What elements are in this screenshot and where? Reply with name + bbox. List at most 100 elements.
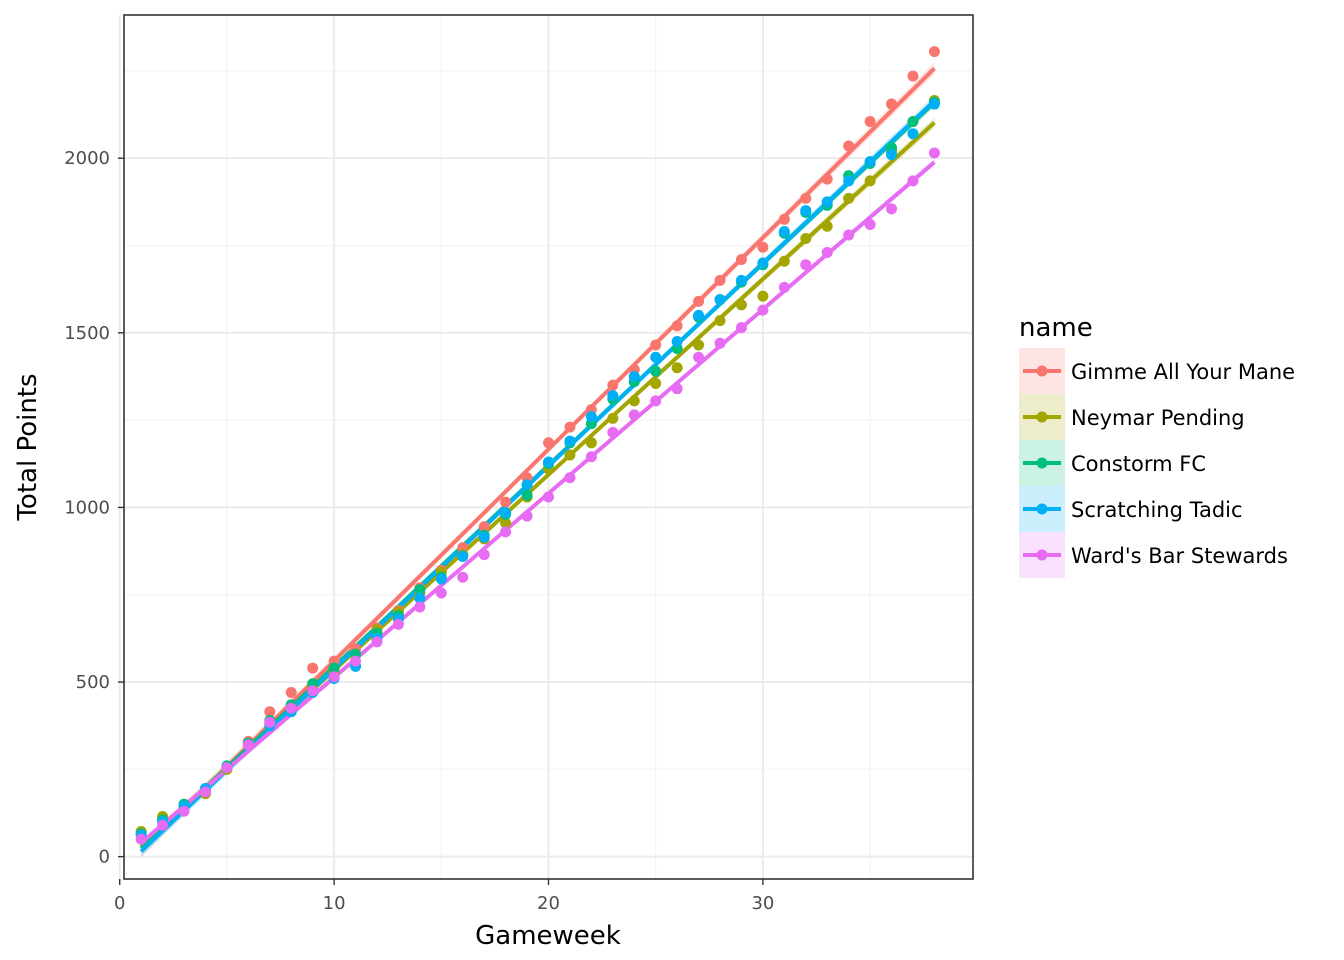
data-point: [564, 449, 576, 461]
data-point: [500, 507, 512, 519]
data-point: [757, 304, 769, 316]
data-point: [607, 379, 619, 391]
legend-key-point: [1036, 503, 1048, 515]
y-tick-label: 1000: [64, 497, 110, 518]
legend-key-point: [1036, 549, 1048, 561]
data-point: [521, 510, 533, 522]
data-point: [350, 655, 362, 667]
data-point: [157, 819, 169, 831]
legend-label: Ward's Bar Stewards: [1071, 544, 1288, 568]
data-point: [500, 496, 512, 508]
data-point: [693, 309, 705, 321]
data-point: [886, 98, 898, 110]
data-point: [307, 685, 319, 697]
data-point: [907, 116, 919, 128]
data-point: [199, 786, 211, 798]
data-point: [585, 437, 597, 449]
y-tick-label: 0: [99, 847, 110, 868]
data-point: [671, 362, 683, 374]
data-point: [735, 299, 747, 311]
data-point: [178, 805, 190, 817]
x-axis-title: Gameweek: [475, 921, 621, 951]
data-point: [778, 226, 790, 238]
y-axis-title: Total Points: [13, 373, 43, 521]
data-point: [671, 320, 683, 332]
data-point: [285, 687, 297, 699]
data-point: [800, 192, 812, 204]
data-point: [714, 274, 726, 286]
data-point: [414, 583, 426, 595]
data-point: [714, 315, 726, 327]
data-point: [735, 253, 747, 265]
x-tick-label: 30: [751, 893, 774, 914]
data-point: [800, 205, 812, 217]
data-point: [735, 322, 747, 334]
x-axis: 0 10 20 30: [114, 879, 774, 914]
data-point: [307, 662, 319, 674]
data-point: [543, 437, 554, 449]
data-point: [414, 601, 426, 613]
legend-label: Scratching Tadic: [1071, 498, 1243, 522]
data-point: [886, 149, 898, 161]
data-points: [135, 46, 940, 845]
data-point: [264, 706, 276, 718]
data-point: [821, 173, 833, 185]
data-point: [650, 365, 662, 377]
legend-key-point: [1036, 365, 1048, 377]
y-axis: 0 500 1000 1500 2000: [64, 148, 124, 868]
data-point: [714, 337, 726, 349]
y-tick-label: 2000: [64, 148, 110, 169]
data-point: [478, 549, 490, 561]
data-point: [500, 526, 512, 538]
data-point: [907, 70, 919, 82]
data-point: [371, 636, 383, 648]
data-point: [671, 383, 683, 395]
legend-label: Constorm FC: [1071, 452, 1206, 476]
data-point: [821, 246, 833, 258]
data-point: [671, 336, 683, 348]
legend-key-point: [1036, 457, 1048, 469]
x-tick-label: 0: [114, 893, 125, 914]
x-tick-label: 10: [323, 893, 346, 914]
data-point: [821, 196, 833, 208]
data-point: [843, 229, 855, 241]
data-point: [628, 395, 640, 407]
data-point: [650, 395, 662, 407]
data-point: [585, 451, 597, 463]
major-gridlines: [118, 15, 973, 879]
data-point: [864, 116, 876, 128]
legend-key-point: [1036, 411, 1048, 423]
data-point: [628, 370, 640, 382]
data-point: [778, 213, 790, 225]
y-tick-label: 500: [76, 672, 110, 693]
data-point: [821, 220, 833, 232]
data-point: [735, 274, 747, 286]
data-point: [521, 479, 533, 491]
data-point: [650, 377, 662, 389]
data-point: [328, 671, 340, 683]
data-point: [928, 98, 940, 110]
legend: name Gimme All Your Mane Neymar Pending Co…: [1019, 313, 1295, 578]
data-point: [650, 351, 662, 363]
data-point: [457, 550, 469, 562]
data-point: [392, 618, 404, 630]
data-point: [693, 351, 705, 363]
data-point: [414, 592, 426, 604]
data-point: [778, 255, 790, 267]
data-point: [928, 147, 940, 159]
data-point: [907, 175, 919, 187]
data-point: [757, 241, 769, 253]
data-point: [843, 192, 855, 204]
data-point: [607, 412, 619, 424]
legend-label: Neymar Pending: [1071, 406, 1245, 430]
data-point: [457, 571, 469, 583]
data-point: [650, 339, 662, 351]
data-point: [607, 426, 619, 438]
data-point: [521, 489, 533, 501]
data-point: [757, 257, 769, 269]
data-point: [264, 716, 276, 728]
data-point: [478, 531, 490, 543]
data-point: [693, 295, 705, 307]
legend-label: Gimme All Your Mane: [1071, 360, 1295, 384]
